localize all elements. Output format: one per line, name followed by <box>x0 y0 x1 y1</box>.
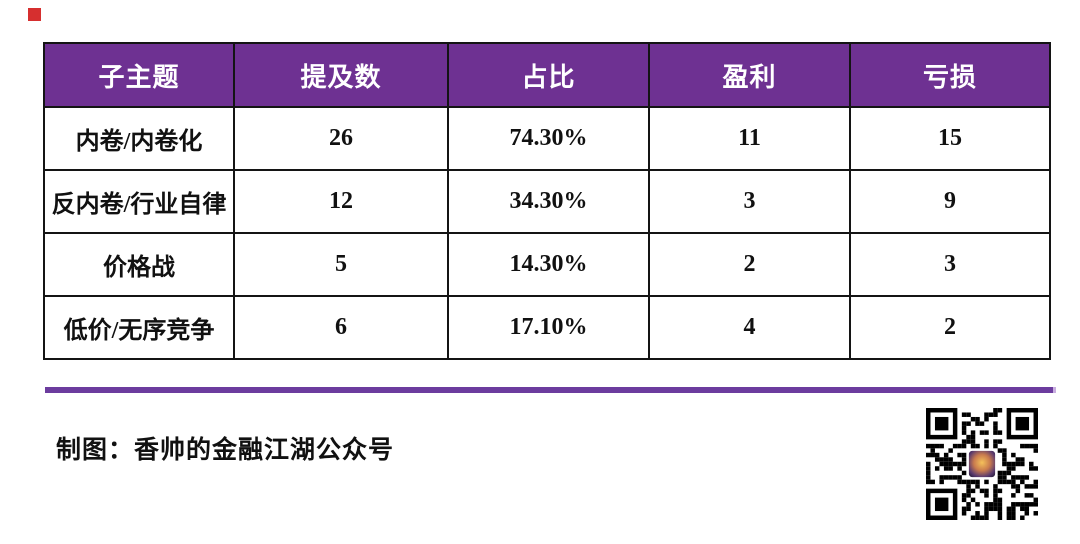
cell-profit: 2 <box>648 232 851 297</box>
cell-topic: 低价/无序竞争 <box>43 295 235 360</box>
cell-topic: 内卷/内卷化 <box>43 106 235 171</box>
red-square-mark <box>28 8 41 21</box>
footer-caption: 制图：香帅的金融江湖公众号 <box>56 437 395 464</box>
cell-loss: 3 <box>849 232 1051 297</box>
table-header-row: 子主题 提及数 占比 盈利 亏损 <box>43 42 1051 108</box>
header-cell-mentions: 提及数 <box>233 42 449 108</box>
header-cell-profit: 盈利 <box>648 42 851 108</box>
table-row: 内卷/内卷化 26 74.30% 11 15 <box>43 106 1051 171</box>
qr-code-svg <box>926 408 1038 520</box>
qr-code-icon <box>926 408 1038 520</box>
cell-profit: 11 <box>648 106 851 171</box>
cell-mentions: 5 <box>233 232 449 297</box>
cell-mentions: 26 <box>233 106 449 171</box>
cell-profit: 4 <box>648 295 851 360</box>
cell-topic: 反内卷/行业自律 <box>43 169 235 234</box>
purple-divider <box>45 387 1056 393</box>
header-cell-share: 占比 <box>447 42 650 108</box>
table-row: 低价/无序竞争 6 17.10% 4 2 <box>43 295 1051 360</box>
cell-loss: 15 <box>849 106 1051 171</box>
cell-mentions: 6 <box>233 295 449 360</box>
cell-share: 74.30% <box>447 106 650 171</box>
cell-profit: 3 <box>648 169 851 234</box>
cell-loss: 9 <box>849 169 1051 234</box>
table-row: 反内卷/行业自律 12 34.30% 3 9 <box>43 169 1051 234</box>
cell-share: 17.10% <box>447 295 650 360</box>
qr-avatar <box>967 449 997 479</box>
cell-loss: 2 <box>849 295 1051 360</box>
cell-share: 14.30% <box>447 232 650 297</box>
topics-table: 子主题 提及数 占比 盈利 亏损 内卷/内卷化 26 74.30% 11 15 … <box>43 42 1051 360</box>
table-row: 价格战 5 14.30% 2 3 <box>43 232 1051 297</box>
header-cell-loss: 亏损 <box>849 42 1051 108</box>
cell-mentions: 12 <box>233 169 449 234</box>
cell-share: 34.30% <box>447 169 650 234</box>
cell-topic: 价格战 <box>43 232 235 297</box>
header-cell-topic: 子主题 <box>43 42 235 108</box>
